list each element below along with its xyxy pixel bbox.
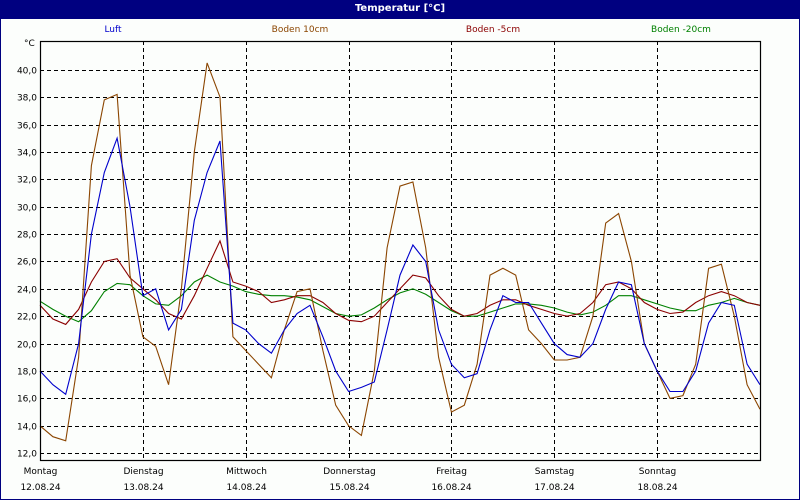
- y-tick-label: 30,0: [17, 204, 37, 214]
- legend-item-boden-10cm: Boden 10cm: [271, 25, 329, 35]
- y-axis-unit: °C: [24, 39, 35, 49]
- y-tick-label: 22,0: [17, 313, 37, 323]
- series-line-boden-5cm: [39, 239, 761, 326]
- x-date-label: 15.08.24: [329, 483, 370, 493]
- plot-frame: [39, 40, 762, 462]
- y-tick-label: 12,0: [17, 450, 37, 460]
- y-tick-label: 20,0: [17, 341, 37, 351]
- y-tick-label: 14,0: [17, 423, 37, 433]
- x-day-label: Donnerstag: [323, 467, 376, 477]
- y-tick-label: 36,0: [17, 122, 37, 132]
- legend-item-luft: Luft: [104, 25, 122, 35]
- grid-lines: [40, 41, 760, 460]
- y-tick-label: 28,0: [17, 231, 37, 241]
- y-axis-ticks: 40,0 38,0 36,0 34,0 32,0 30,0 28,0 26,0 24,0 22,0…: [17, 67, 37, 460]
- x-date-label: 17.08.24: [534, 483, 575, 493]
- window-title: Temperatur [°C]: [0, 0, 800, 19]
- x-day-label: Sonntag: [638, 467, 677, 477]
- data-lines: [39, 62, 761, 442]
- y-tick-label: 24,0: [17, 286, 37, 296]
- legend-item-boden-5cm: Boden -5cm: [465, 25, 521, 35]
- x-day-label: Dienstag: [123, 467, 164, 477]
- series-line-boden-10cm: [39, 62, 761, 442]
- series-line-luft: [39, 136, 761, 396]
- x-date-label: 16.08.24: [431, 483, 472, 493]
- y-tick-label: 34,0: [17, 149, 37, 159]
- series-line-boden-20cm: [39, 274, 761, 323]
- x-day-label: Samstag: [534, 467, 575, 477]
- y-tick-label: 26,0: [17, 258, 37, 268]
- x-date-label: 12.08.24: [20, 483, 61, 493]
- x-day-label: Freitag: [436, 467, 467, 477]
- x-date-label: 13.08.24: [123, 483, 164, 493]
- y-tick-label: 32,0: [17, 176, 37, 186]
- y-tick-label: 16,0: [17, 395, 37, 405]
- y-tick-label: 18,0: [17, 368, 37, 378]
- y-tick-label: 40,0: [17, 67, 37, 77]
- legend-item-boden-20cm: Boden -20cm: [651, 25, 711, 35]
- x-date-label: 18.08.24: [637, 483, 678, 493]
- x-day-label: Montag: [23, 467, 58, 477]
- x-day-label: Mittwoch: [226, 467, 267, 477]
- y-tick-label: 38,0: [17, 94, 37, 104]
- x-date-label: 14.08.24: [226, 483, 267, 493]
